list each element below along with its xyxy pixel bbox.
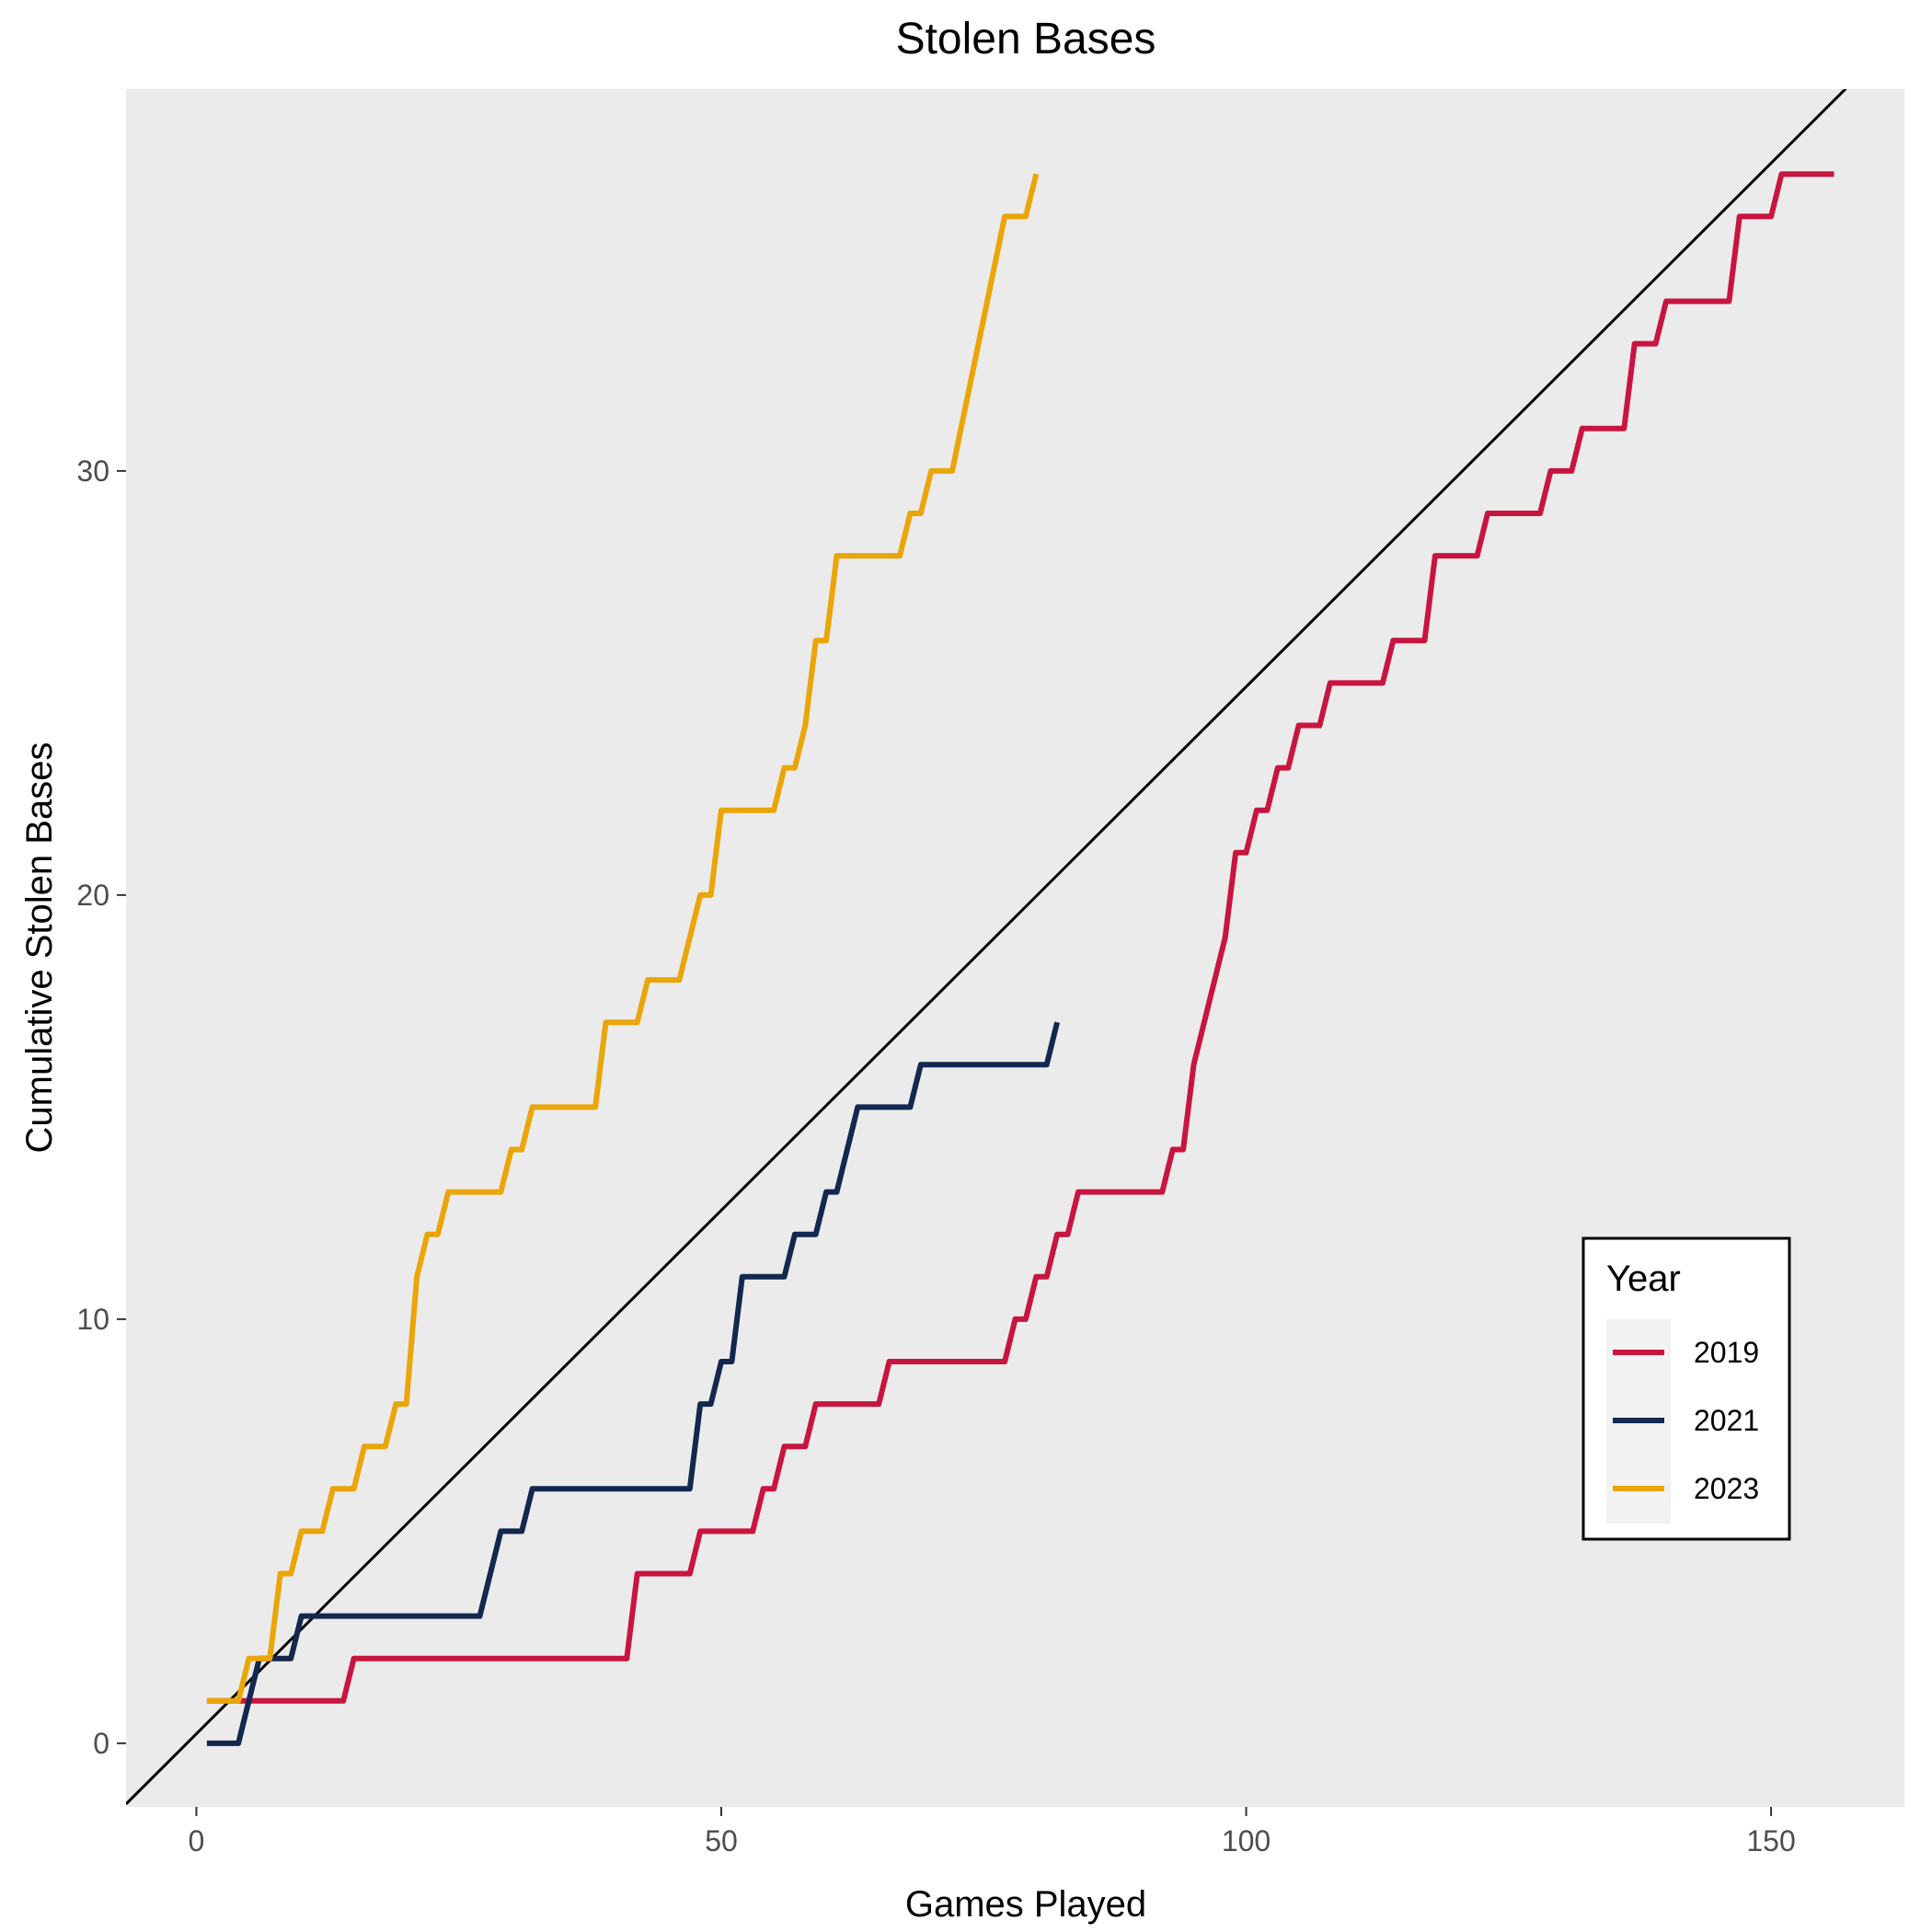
y-tick-label: 20	[76, 879, 109, 912]
chart-title: Stolen Bases	[896, 15, 1156, 63]
legend-label-2023: 2023	[1694, 1472, 1759, 1505]
y-tick-label: 0	[93, 1727, 109, 1760]
lines-layer	[126, 89, 1847, 1805]
y-tick-label: 30	[76, 454, 109, 488]
series-line-2021	[206, 1021, 1061, 1746]
reference-line	[126, 89, 1847, 1805]
x-tick-label: 0	[189, 1824, 205, 1857]
legend-title: Year	[1606, 1259, 1681, 1299]
legend-label-2019: 2019	[1694, 1336, 1759, 1369]
series-line-2019	[206, 171, 1834, 1704]
legend: Year 2019 2021 2023	[1581, 1236, 1791, 1541]
y-tick-label: 10	[76, 1303, 109, 1336]
x-tick-label: 150	[1746, 1824, 1795, 1857]
x-axis-title: Games Played	[905, 1884, 1146, 1925]
plot-panel	[126, 89, 1904, 1807]
x-tick-label: 100	[1222, 1824, 1271, 1857]
legend-label-2021: 2021	[1694, 1404, 1759, 1437]
y-axis-title: Cumulative Stolen Bases	[19, 742, 60, 1154]
x-tick-label: 50	[705, 1824, 738, 1857]
series-line-2023	[206, 173, 1040, 1704]
axes-layer: 0 50 100 150 0 10 20 30	[76, 454, 1795, 1857]
